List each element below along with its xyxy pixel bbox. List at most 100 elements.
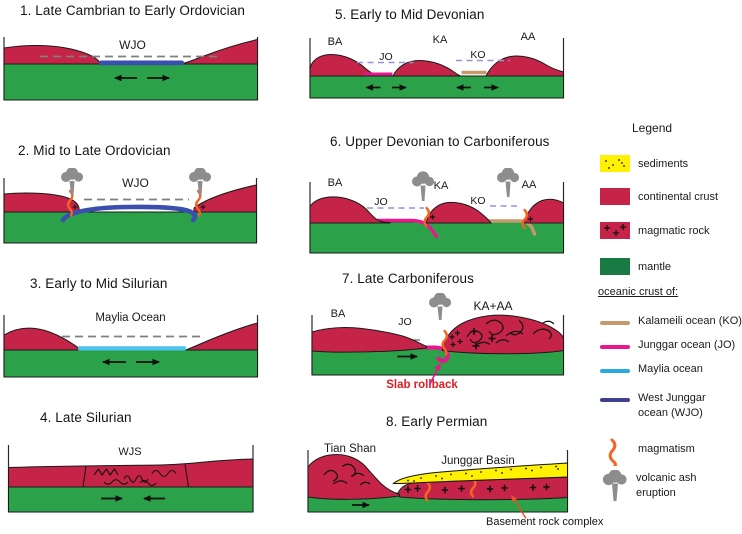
plus-marks-large [470,328,496,350]
panel-3-cross-section [3,315,259,378]
legend-mantle-label: mantle [638,261,672,273]
legend: Legend sediments continental crust magma… [596,114,742,534]
aa-continental-block [485,55,564,77]
plus-marks [430,214,533,222]
continental-crust-left [3,192,80,213]
panel-6: 6. Upper Devonian to Carboniferous BA JO… [300,124,572,262]
panel-4: 4. Late Silurian WJS [0,398,262,528]
ba-continental-block [309,196,391,224]
mantle [3,349,258,378]
panel-6-title: 6. Upper Devonian to Carboniferous [330,134,550,149]
volcanic-ash-icon [61,168,84,195]
volcanic-ash-icon [429,293,452,320]
wjo-oceanic-slab [60,204,198,223]
legend-magmatic-rock-label: magmatic rock [638,225,710,237]
legend-title: Legend [632,121,673,135]
volcanic-ash-icon [189,168,212,195]
ka-label: KA [432,34,448,46]
sea-level-dashes [357,59,510,64]
panel-7-cross-section [311,293,565,386]
fold-squiggles [93,468,177,487]
maylia-ocean-label: Maylia Ocean [95,312,166,324]
continental-crust-swatch [600,188,630,205]
sediments-layer [392,462,568,484]
magmatism-icon [441,329,449,356]
panel-5: 5. Early to Mid Devonian BA JO KA KO AA [300,0,572,120]
suture-boundaries [82,464,189,488]
panel-6-cross-section [309,168,565,254]
panel-7-title: 7. Late Carboniferous [342,271,474,286]
aa-label: AA [520,31,536,43]
basement-pointer [510,495,527,519]
ka-label: KA [433,180,449,192]
panel-4-title: 4. Late Silurian [40,410,132,425]
ba-label: BA [327,36,343,48]
panel-5-cross-section [309,38,565,99]
plus-marks [449,330,463,348]
maylia-oceanic-crust [78,346,186,351]
kalameili-ocean-swatch [600,321,630,325]
mantle [8,486,254,513]
panel-1: 1. Late Cambrian to Early Ordovician WJO [0,0,262,115]
legend-sediments-label: sediments [638,158,689,170]
panel-5-title: 5. Early to Mid Devonian [335,7,485,22]
volcanic-ash-icon [497,168,520,197]
ko-label: KO [470,195,486,207]
panel-4-cross-section [7,445,254,513]
wjo-label: WJO [119,38,146,52]
mantle-swatch [600,258,630,275]
wjs-label: WJS [118,446,142,458]
magmatism-icon [424,477,477,502]
ka-aa-label: KA+AA [473,299,513,313]
sediments-swatch [600,155,630,172]
continental-crust-right [182,38,258,65]
continental-crust-right [185,322,258,351]
tian-shan-block [307,453,400,500]
panel-8-title: 8. Early Permian [386,414,488,429]
mantle [3,211,257,244]
ba-label: BA [330,308,346,320]
plus-marks [72,204,206,210]
ba-continental-block [311,327,427,353]
west-junggar-ocean-swatch [600,398,630,402]
wjo-label: WJO [122,176,149,190]
slab-rollback-pointer [428,363,441,386]
basement-rock-complex-annotation: Basement rock complex [486,516,604,528]
slab-rollback-annotation: Slab rollback [386,379,458,391]
panel-3-title: 3. Early to Mid Silurian [30,276,168,291]
basement-rock-complex [396,476,568,501]
panel-1-title: 1. Late Cambrian to Early Ordovician [20,3,245,18]
junggar-ocean-swatch [600,345,630,349]
fold-squiggles [323,463,371,486]
legend-kalameili-label: Kalameili ocean (KO) [638,315,742,327]
junggar-basin-label: Junggar Basin [441,455,515,467]
ka-continental-block [392,59,461,77]
ka-aa-continental-block [442,314,564,355]
magmatism-icon [66,189,202,217]
mantle [309,75,564,99]
panel-7: 7. Late Carboniferous BA JO KA+AA Slab r… [300,262,572,404]
magmatism-icon [423,206,529,230]
sediment-dots [407,465,559,482]
magmatism-icon [608,438,617,466]
continental-crust-left [3,327,82,351]
panel-1-cross-section [3,37,259,101]
panel-8-cross-section [307,450,569,519]
ka-continental-block [425,201,492,224]
legend-west-junggar-label: West Junggar ocean (WJO) [638,392,706,419]
tian-shan-label: Tian Shan [324,443,376,455]
wjo-oceanic-crust [99,60,184,66]
mantle [3,63,258,101]
jo-label: JO [398,316,412,328]
maylia-ocean-swatch [600,369,630,373]
ko-label: KO [470,49,486,61]
panel-2: 2. Mid to Late Ordovician WJO [0,130,262,255]
legend-volcanic-ash-label: volcanic ash eruption [636,472,697,499]
jo-rollback-slab [371,345,450,363]
panel-2-cross-section [3,168,258,244]
panel-2-title: 2. Mid to Late Ordovician [18,143,171,158]
panel-8: 8. Early Permian Tian Shan Junggar Basin… [290,404,622,534]
oceanic-crust-heading: oceanic crust of: [598,286,679,298]
panel-3: 3. Early to Mid Silurian Maylia Ocean [0,266,262,391]
